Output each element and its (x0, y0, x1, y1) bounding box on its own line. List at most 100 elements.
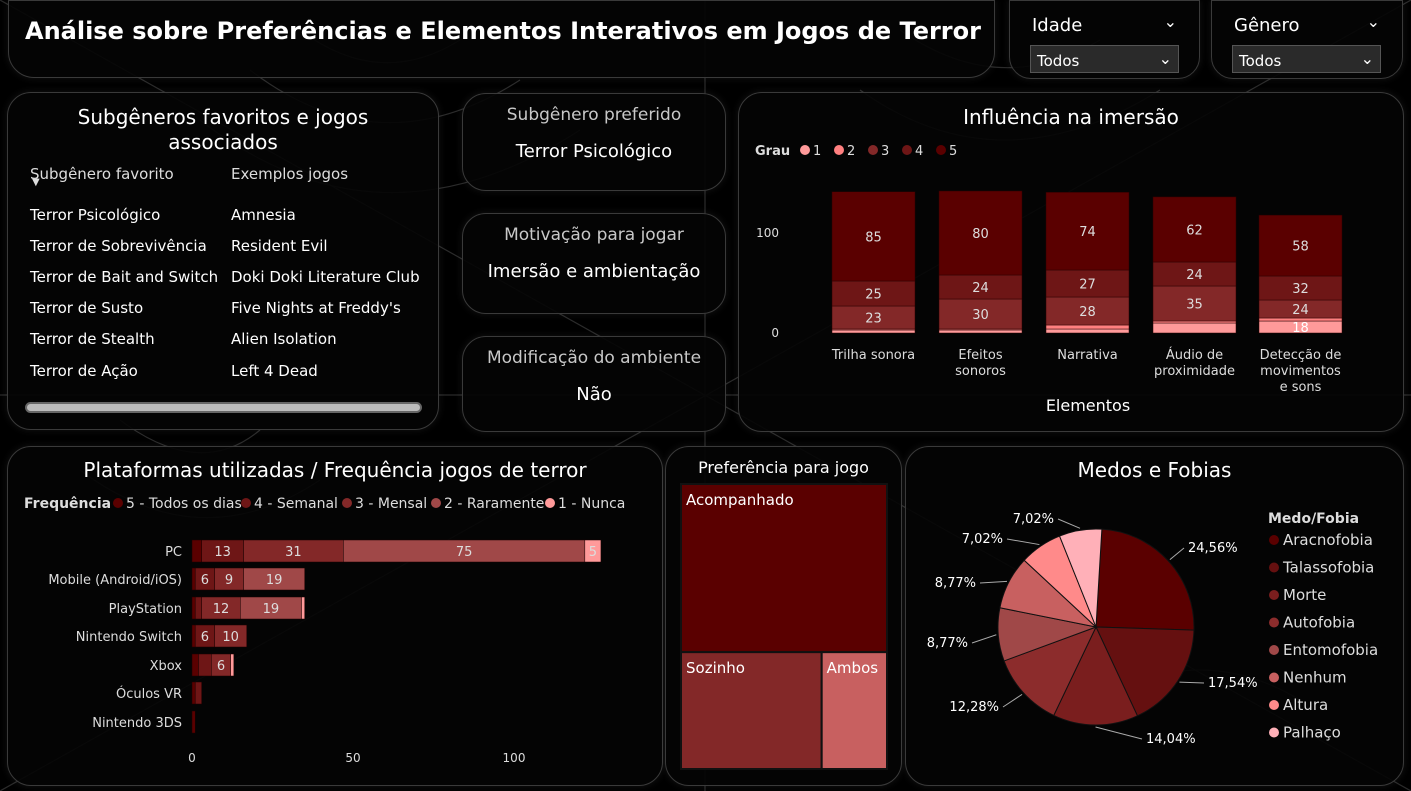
pie-slice (1095, 528, 1195, 631)
x-tick-label: 0 (188, 751, 196, 765)
data-label: 28 (1079, 305, 1096, 320)
legend-label: 3 - Mensal (355, 496, 427, 512)
bar-segment (938, 190, 1023, 276)
legend-label: Autofobia (1283, 614, 1355, 632)
legend-dot (1269, 617, 1279, 628)
leader-line (971, 634, 997, 644)
horizontal-scrollbar[interactable] (25, 402, 422, 413)
sort-desc-icon[interactable]: ▼ (32, 177, 40, 188)
pie-slice (1058, 528, 1103, 628)
gender-filter-dropdown[interactable]: Todos ⌄ (1232, 45, 1381, 73)
y-tick-label: Xbox (150, 659, 183, 674)
gender-filter-slicer[interactable]: Gênero ⌄ Todos ⌄ (1211, 0, 1403, 79)
bar-segment (1152, 196, 1237, 263)
treemap-label: Ambos (827, 659, 879, 677)
pie-chart-card: Medos e Fobias 24,56% 17,54% 14,04% 12,28% 8… (905, 446, 1404, 786)
data-label: 74 (1079, 225, 1096, 240)
bar-segment (194, 681, 202, 705)
treemap-card: Preferência para jogo Acompanhado Sozinho… (665, 446, 902, 786)
y-tick-label: Nintendo Switch (76, 630, 182, 645)
subgenres-title: Subgêneros favoritos e jogos associados (77, 105, 369, 154)
leader-line (1179, 681, 1205, 684)
data-label: 13 (214, 545, 231, 560)
data-label: 25 (865, 288, 882, 303)
column-header-subgenre[interactable]: Subgênero favorito (30, 165, 174, 183)
pie-slice (1095, 626, 1195, 717)
x-axis-label: Elementos (1046, 396, 1130, 415)
chevron-down-icon[interactable]: ⌄ (1163, 12, 1177, 31)
bar-segment (1045, 328, 1130, 334)
legend-dot (1269, 672, 1279, 683)
bar-segment (301, 596, 305, 620)
gender-filter-label: Gênero (1234, 15, 1300, 36)
bar-segment (191, 567, 196, 591)
data-label: 19 (263, 602, 280, 617)
bar-segment (584, 539, 602, 563)
data-label: 35 (1186, 298, 1203, 313)
bar-segment (191, 624, 196, 648)
table-cell: Five Nights at Freddy's (231, 299, 401, 317)
legend-label: Nenhum (1283, 669, 1347, 687)
bar-segment (1258, 275, 1343, 301)
legend-label: 4 (915, 144, 923, 159)
legend-label: 1 (813, 144, 821, 159)
data-label: 17,54% (1208, 676, 1258, 691)
legend-dot (1269, 535, 1279, 545)
bar-segment (1045, 192, 1130, 271)
table-cell: Amnesia (231, 206, 296, 224)
x-tick-label: Narrativa (1057, 348, 1118, 363)
platforms-chart-title: Plataformas utilizadas / Frequência jogo… (83, 458, 587, 482)
legend-dot (241, 498, 251, 508)
bar-segment (214, 624, 247, 648)
bar-segment (1045, 324, 1130, 330)
data-label: 23 (865, 312, 882, 327)
data-label: 12,28% (949, 700, 999, 715)
column-header-games[interactable]: Exemplos jogos (231, 165, 349, 183)
leader-line (1057, 518, 1081, 529)
bar-segment (831, 329, 916, 334)
gender-filter-value: Todos (1239, 52, 1282, 70)
data-label: 24 (1292, 303, 1309, 318)
data-label: 10 (222, 630, 239, 645)
data-label: 8,77% (927, 636, 968, 651)
data-label: 19 (266, 573, 283, 588)
treemap-tile (680, 483, 888, 654)
data-label: 6 (201, 573, 209, 588)
kpi-card-environment: Modificação do ambiente Não (462, 336, 726, 432)
data-label: 7,02% (962, 532, 1003, 547)
legend-dot (902, 145, 912, 155)
bar-segment (191, 653, 199, 677)
treemap-tile (820, 651, 888, 770)
y-tick-label: PC (165, 545, 182, 560)
bar-segment (230, 653, 235, 677)
age-filter-slicer[interactable]: Idade ⌄ Todos ⌄ (1009, 0, 1200, 79)
legend-title: Medo/Fobia (1268, 511, 1359, 527)
data-label: 85 (865, 230, 882, 245)
kpi-label: Subgênero preferido (506, 105, 682, 125)
legend-label: 2 - Raramente (444, 496, 544, 512)
table-cell: Terror de Ação (30, 362, 138, 380)
data-label: 24 (972, 281, 989, 296)
platforms-chart-card: Plataformas utilizadas / Frequência jogo… (7, 446, 663, 786)
bar-segment (194, 596, 202, 620)
kpi-value: Imersão e ambientação (487, 261, 701, 282)
legend-label: Entomofobia (1283, 641, 1378, 659)
bar-segment (198, 653, 212, 677)
legend-dot (342, 498, 352, 508)
x-tick-label: proximidade (1154, 364, 1235, 379)
table-cell: Terror Psicológico (30, 206, 161, 224)
bar-segment (1152, 322, 1237, 334)
y-tick-label: Nintendo 3DS (92, 716, 182, 731)
treemap-label: Acompanhado (686, 491, 794, 509)
data-label: 27 (1079, 278, 1096, 293)
data-label: 31 (285, 545, 302, 560)
chevron-down-icon[interactable]: ⌄ (1366, 12, 1380, 31)
immersion-chart-card: Influência na imersão Grau 1 2 3 4 5 0 100 23 25 8… (738, 92, 1404, 432)
age-filter-dropdown[interactable]: Todos ⌄ (1030, 45, 1179, 73)
legend-label: 2 (847, 144, 855, 159)
data-label: 6 (201, 630, 209, 645)
bar-segment (1045, 269, 1130, 298)
table-cell: Terror de Bait and Switch (30, 268, 219, 286)
treemap-label: Sozinho (686, 659, 745, 677)
legend-label: Talassofobia (1282, 559, 1374, 577)
